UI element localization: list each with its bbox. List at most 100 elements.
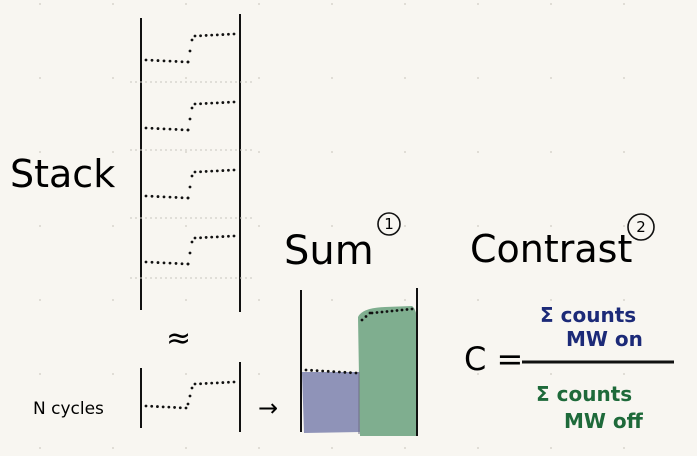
grid-dot — [623, 3, 625, 5]
stack-trace-low-dot — [156, 127, 160, 130]
contrast-step-circle — [627, 213, 655, 241]
grid-dot — [623, 225, 625, 227]
sum-trace-off-dot — [410, 307, 414, 311]
denominator-line-2: MW off — [564, 409, 644, 433]
grid-dot — [477, 3, 479, 5]
stack-trace-low-dot — [174, 262, 178, 265]
ncycles-trace-high-dot — [210, 381, 214, 385]
stack-trace-high-dot — [221, 169, 225, 172]
grid-dot — [623, 373, 625, 375]
grid-dot — [39, 447, 41, 449]
grid-dot — [404, 225, 406, 227]
grid-dot — [39, 373, 41, 375]
grid-dot — [331, 3, 333, 5]
stack-trace-high-dot — [199, 236, 202, 240]
grid-dot — [39, 225, 41, 227]
grid-dot — [477, 151, 479, 153]
stack-trace-step-dot — [188, 251, 192, 255]
stack-trace-high-dot — [221, 235, 225, 238]
sum-trace-off-dot — [390, 309, 394, 313]
grid-dot — [623, 77, 625, 79]
grid-dot — [477, 225, 479, 227]
stack-trace-high-dot — [232, 32, 236, 36]
n-cycles-label: N cycles — [33, 399, 104, 419]
sum-trace-on-dot — [343, 370, 347, 374]
numerator-line-2: MW on — [566, 327, 643, 351]
sum-step-number: 1 — [384, 215, 394, 233]
ncycles-trace-low-dot — [161, 405, 165, 409]
stack-trace-high-dot — [193, 34, 197, 38]
ncycles-trace-high-dot — [232, 380, 236, 384]
sum-trace-on-dot — [337, 370, 341, 374]
stack-trace-low-dot — [168, 195, 172, 199]
grid-dot — [331, 151, 333, 153]
grid-dot — [112, 447, 114, 449]
sum-trace-off-dot — [395, 309, 399, 312]
stack-trace-step-dot — [190, 38, 194, 42]
grid-dot — [112, 151, 114, 153]
sum-trace-on-dot — [321, 369, 325, 373]
stack-trace-high-dot — [193, 102, 197, 106]
sum-trace-off-dot — [405, 308, 409, 311]
stack-label: Stack — [10, 152, 115, 196]
stack-trace-low-dot — [168, 261, 172, 265]
stack-trace-low-dot — [174, 60, 178, 63]
stack-trace-high-dot — [215, 33, 219, 37]
arrow-symbol: → — [258, 394, 278, 422]
stack-trace-step-dot — [190, 106, 194, 110]
ncycles-trace-high-dot — [215, 381, 219, 385]
grid-dot — [404, 77, 406, 79]
stack-trace-low-dot — [180, 262, 184, 266]
stack-trace-low-dot — [150, 194, 154, 198]
stack-trace-step-dot — [186, 262, 190, 266]
grid-dot — [550, 373, 552, 375]
stack-trace-step-dot — [188, 117, 192, 121]
grid-dot — [331, 225, 333, 227]
grid-dot — [258, 447, 260, 449]
ncycles-trace-high-dot — [204, 382, 208, 385]
stack-trace-high-dot — [215, 235, 219, 239]
sum-trace-step-dot — [360, 318, 364, 322]
grid-dot — [550, 447, 552, 449]
grid-dot — [477, 447, 479, 449]
stack-trace-step-dot — [186, 60, 190, 64]
ncycles-trace-low-dot — [173, 406, 176, 409]
sum-trace-on-dot — [326, 369, 330, 373]
stack-trace-step-dot — [188, 185, 192, 189]
grid-dot — [550, 3, 552, 5]
stack-trace-step-dot — [190, 174, 194, 178]
stack-trace-low-dot — [144, 260, 148, 264]
grid-dot — [623, 447, 625, 449]
sum-trace-on-dot — [310, 368, 313, 372]
stack-trace-high-dot — [215, 101, 219, 105]
grid-dot — [258, 77, 260, 79]
stack-trace-low-dot — [174, 128, 178, 131]
grid-dot — [331, 77, 333, 79]
grid-dot — [39, 77, 41, 79]
grid-dot — [258, 3, 260, 5]
stack-column — [130, 14, 252, 312]
stack-trace-high-dot — [227, 32, 230, 36]
grid-dot — [185, 225, 187, 227]
stack-trace-low-dot — [162, 59, 166, 63]
grid-dot — [258, 373, 260, 375]
stack-trace-high-dot — [227, 234, 230, 238]
grid-dot — [112, 225, 114, 227]
sum-trace-on-dot — [354, 371, 358, 375]
ncycles-trace-high-dot — [193, 382, 197, 386]
stack-trace-low-dot — [168, 127, 172, 131]
grid-dot — [477, 373, 479, 375]
ncycles-trace-low-dot — [167, 405, 171, 409]
ncycles-trace-step-dot — [190, 386, 194, 390]
grid-dot — [404, 447, 406, 449]
stack-trace-high-dot — [193, 170, 197, 174]
sum-step-circle — [377, 212, 401, 236]
approx-symbol: ≈ — [166, 321, 191, 356]
sum-trace-step-dot — [368, 311, 372, 315]
contrast-step-number: 2 — [636, 218, 646, 236]
stack-trace-high-dot — [199, 102, 202, 106]
sum-trace-step-dot — [364, 315, 368, 318]
grid-dot — [331, 299, 333, 301]
grid-dot — [39, 299, 41, 301]
stack-trace-high-dot — [210, 101, 214, 105]
